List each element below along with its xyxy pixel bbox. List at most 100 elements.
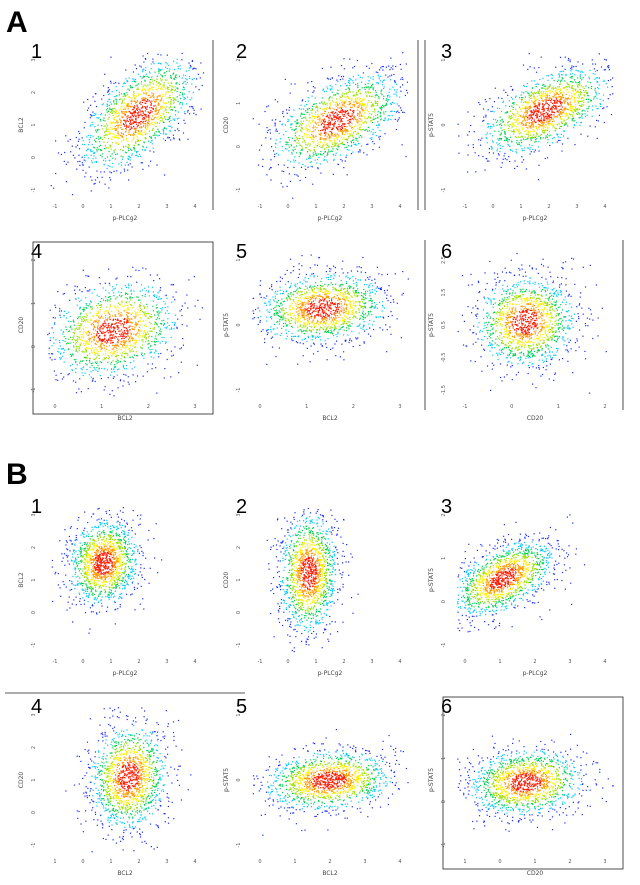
data-point — [142, 86, 143, 87]
data-point — [570, 61, 571, 62]
data-point — [524, 147, 525, 148]
data-point — [173, 97, 174, 98]
data-point — [354, 131, 355, 132]
data-point — [326, 160, 327, 161]
data-point — [329, 151, 330, 152]
data-point — [146, 304, 147, 305]
data-point — [397, 121, 398, 122]
data-point — [84, 307, 85, 308]
data-point — [541, 57, 542, 58]
data-point — [300, 124, 301, 125]
data-point — [142, 146, 143, 147]
data-point — [91, 160, 92, 161]
data-point — [358, 125, 359, 126]
data-point — [130, 291, 131, 292]
data-point — [165, 295, 166, 296]
data-point — [531, 92, 532, 93]
data-point — [193, 108, 194, 109]
data-point — [139, 154, 140, 155]
data-point — [290, 127, 291, 128]
data-point — [81, 336, 82, 337]
data-point — [306, 147, 307, 148]
data-point — [527, 134, 528, 135]
data-point — [600, 103, 601, 104]
data-point — [542, 109, 543, 110]
data-point — [544, 120, 545, 121]
data-point — [559, 100, 560, 101]
data-point — [145, 90, 146, 91]
data-point — [105, 145, 106, 146]
data-point — [305, 169, 306, 170]
data-point — [165, 303, 166, 304]
data-point — [152, 81, 153, 82]
x-tick-label: 3 — [575, 204, 578, 210]
data-point — [577, 70, 578, 71]
data-point — [337, 134, 338, 135]
data-point — [346, 85, 347, 86]
data-point — [121, 295, 122, 296]
data-point — [556, 133, 557, 134]
data-point — [137, 84, 138, 85]
data-point — [355, 101, 356, 102]
data-point — [160, 89, 161, 90]
data-point — [537, 120, 538, 121]
data-point — [546, 101, 547, 102]
data-point — [340, 85, 341, 86]
data-point — [533, 94, 534, 95]
data-point — [539, 79, 540, 80]
data-point — [534, 92, 535, 93]
data-point — [150, 88, 151, 89]
data-point — [559, 113, 560, 114]
data-point — [577, 114, 578, 115]
data-point — [530, 127, 531, 128]
data-point — [585, 116, 586, 117]
data-point — [141, 66, 142, 67]
data-point — [499, 138, 500, 139]
data-point — [400, 87, 401, 88]
data-point — [314, 104, 315, 105]
data-point — [362, 103, 363, 104]
data-point — [93, 158, 94, 159]
data-point — [325, 135, 326, 136]
data-point — [183, 82, 184, 83]
data-point — [336, 80, 337, 81]
data-point — [535, 139, 536, 140]
data-point — [139, 103, 140, 104]
data-point — [86, 350, 87, 351]
data-point — [390, 58, 391, 59]
data-point — [162, 79, 163, 80]
data-point — [156, 319, 157, 320]
data-point — [355, 99, 356, 100]
data-point — [79, 139, 80, 140]
data-point — [580, 122, 581, 123]
data-point — [94, 113, 95, 114]
data-point — [164, 117, 165, 118]
data-point — [570, 77, 571, 78]
data-point — [578, 95, 579, 96]
data-point — [383, 80, 384, 81]
data-point — [533, 96, 534, 97]
data-point — [351, 142, 352, 143]
data-point — [396, 129, 397, 130]
data-point — [547, 123, 548, 124]
data-point — [170, 126, 171, 127]
data-point — [323, 115, 324, 116]
data-point — [86, 360, 87, 361]
data-point — [143, 77, 144, 78]
data-point — [547, 113, 548, 114]
data-point — [332, 128, 333, 129]
data-point — [337, 81, 338, 82]
data-point — [103, 299, 104, 300]
data-point — [372, 141, 373, 142]
data-point — [596, 77, 597, 78]
data-point — [109, 357, 110, 358]
data-point — [587, 95, 588, 96]
data-point — [76, 328, 77, 329]
data-point — [345, 89, 346, 90]
data-point — [558, 114, 559, 115]
data-point — [127, 162, 128, 163]
data-point — [120, 361, 121, 362]
data-point — [111, 82, 112, 83]
data-point — [104, 137, 105, 138]
data-point — [560, 111, 561, 112]
